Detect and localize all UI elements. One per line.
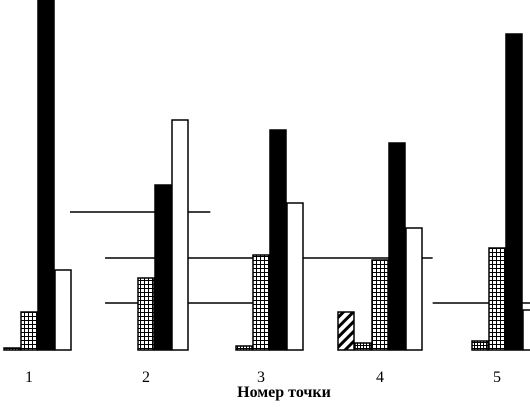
bar-solid-point-4 bbox=[388, 142, 406, 351]
bar-solid-point-3 bbox=[269, 129, 287, 351]
bar-empty-point-3 bbox=[286, 202, 304, 351]
bar-checkered-point-5 bbox=[488, 247, 506, 351]
bar-checkered-small-point-5 bbox=[471, 340, 489, 351]
bar-empty-point-5 bbox=[522, 309, 530, 351]
bar-empty-point-2 bbox=[171, 119, 189, 351]
bar-checkered-point-1 bbox=[20, 311, 38, 351]
bars bbox=[3, 0, 530, 351]
x-tick-labels: 1 2 3 4 5 bbox=[25, 369, 501, 386]
bar-checkered-point-2 bbox=[137, 277, 155, 351]
bar-checkered-small-point-4 bbox=[354, 342, 372, 351]
bar-solid-point-5 bbox=[505, 33, 523, 351]
x-tick-label: 4 bbox=[376, 369, 384, 386]
x-tick-label: 3 bbox=[257, 369, 265, 386]
x-tick-label: 2 bbox=[142, 369, 150, 386]
bar-solid-point-1 bbox=[37, 0, 55, 351]
bar-checkered-point-4 bbox=[371, 259, 389, 351]
bar-empty-point-4 bbox=[405, 227, 423, 351]
bar-checkered-small-point-3 bbox=[235, 345, 253, 351]
bar-solid-point-2 bbox=[154, 184, 172, 351]
bar-checkered-small-point-1 bbox=[3, 347, 21, 351]
x-tick-label: 1 bbox=[25, 369, 33, 386]
x-tick-label: 5 bbox=[493, 369, 501, 386]
bar-empty-point-1 bbox=[54, 269, 72, 351]
bar-checkered-point-3 bbox=[252, 254, 270, 351]
bar-hatched-point-4 bbox=[337, 311, 355, 351]
x-axis-label: Номер точки bbox=[237, 384, 331, 401]
